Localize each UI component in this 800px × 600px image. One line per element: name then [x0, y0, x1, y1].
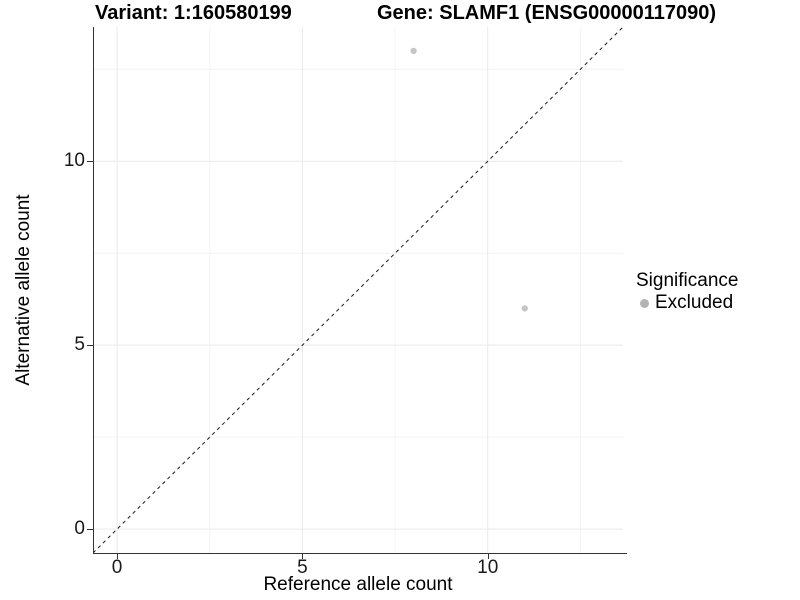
y-tick-label: 5 [74, 334, 85, 356]
data-point [521, 305, 528, 312]
x-axis-title: Reference allele count [263, 574, 453, 595]
y-tick-label: 0 [74, 518, 85, 540]
y-tick-mark [87, 345, 93, 347]
legend-key-point-icon [640, 298, 649, 308]
gene-title: Gene: SLAMF1 (ENSG00000117090) [377, 2, 717, 24]
plot-panel [93, 27, 623, 553]
x-tick-label: 10 [477, 557, 499, 578]
x-tick-mark [302, 554, 304, 559]
x-tick-mark [117, 554, 119, 559]
variant-title: Variant: 1:160580199 [95, 2, 292, 24]
y-tick-mark [87, 529, 93, 531]
legend: Significance Excluded [636, 270, 738, 313]
x-tick-label: 5 [297, 557, 308, 578]
data-point [410, 47, 417, 55]
identity-reference-line [93, 27, 623, 553]
x-tick-label: 0 [111, 557, 123, 578]
y-axis-title: Alternative allele count [13, 194, 34, 386]
legend-item-label: Excluded [655, 292, 734, 313]
legend-item-excluded: Excluded [636, 293, 738, 313]
y-tick-label: 10 [63, 150, 85, 172]
y-tick-mark [87, 161, 93, 163]
x-axis-line [93, 553, 627, 554]
legend-title: Significance [636, 270, 739, 291]
x-tick-mark [487, 554, 489, 559]
y-axis-line [93, 27, 94, 554]
